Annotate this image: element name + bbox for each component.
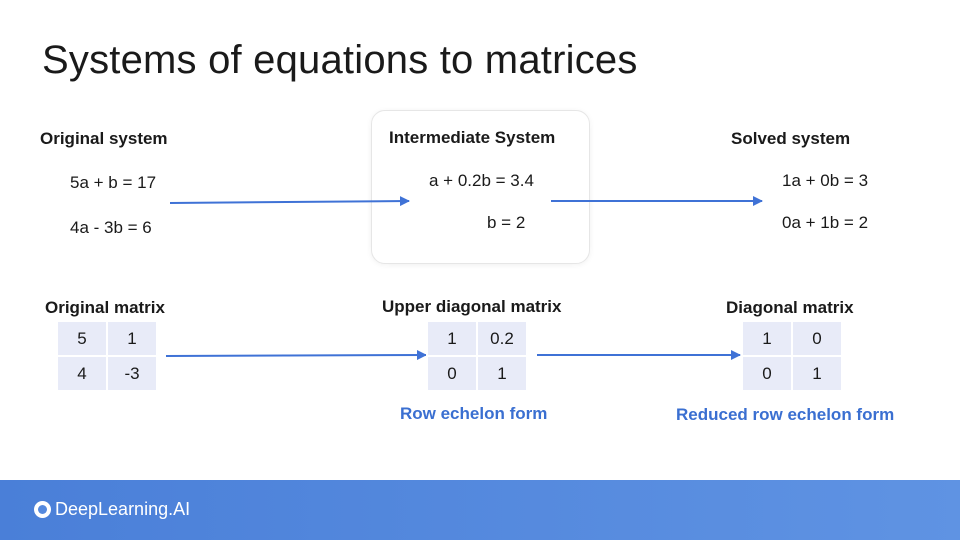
matrix-cell: 0 (791, 320, 843, 357)
matrix-cell: 0 (426, 355, 478, 392)
matrix-row: 0 1 (426, 355, 528, 392)
brand-logo: DeepLearning.AI (34, 499, 190, 520)
matrix-cell: 0.2 (476, 320, 528, 357)
matrix-row: 5 1 (56, 320, 158, 357)
matrix-cell: 1 (106, 320, 158, 357)
brand-name: DeepLearning.AI (55, 499, 191, 519)
arrow-original-to-upper-matrix (165, 350, 427, 361)
intermediate-equation-1: a + 0.2b = 3.4 (429, 171, 534, 190)
reduced-row-echelon-form-label: Reduced row echelon form (676, 405, 895, 424)
upper-diagonal-matrix: 1 0.2 0 1 (426, 320, 528, 392)
slide-title: Systems of equations to matrices (42, 38, 638, 82)
intermediate-system-box (371, 110, 590, 264)
deeplearning-ai-logo-icon (34, 501, 51, 518)
arrow-original-to-intermediate-system (169, 196, 410, 207)
matrix-cell: 1 (791, 355, 843, 392)
intermediate-equation-2: b = 2 (487, 213, 526, 232)
matrix-cell: 1 (741, 320, 793, 357)
diagonal-matrix-heading: Diagonal matrix (726, 298, 854, 317)
upper-diagonal-matrix-heading: Upper diagonal matrix (382, 297, 562, 316)
solved-equation-2: 0a + 1b = 2 (782, 213, 869, 232)
original-system-heading: Original system (40, 129, 168, 148)
matrix-cell: -3 (106, 355, 158, 392)
solved-equation-1: 1a + 0b = 3 (782, 171, 869, 190)
original-equation-2: 4a - 3b = 6 (70, 218, 152, 237)
matrix-cell: 1 (476, 355, 528, 392)
diagonal-matrix: 1 0 0 1 (741, 320, 843, 392)
matrix-cell: 1 (426, 320, 478, 357)
matrix-cell: 4 (56, 355, 108, 392)
matrix-cell: 0 (741, 355, 793, 392)
row-echelon-form-label: Row echelon form (400, 404, 548, 423)
matrix-row: 1 0 (741, 320, 843, 357)
original-equation-1: 5a + b = 17 (70, 173, 157, 192)
matrix-row: 1 0.2 (426, 320, 528, 357)
matrix-cell: 5 (56, 320, 108, 357)
footer-bar (0, 480, 960, 540)
matrix-row: 0 1 (741, 355, 843, 392)
solved-system-heading: Solved system (731, 129, 851, 148)
intermediate-system-heading: Intermediate System (389, 128, 556, 147)
matrix-row: 4 -3 (56, 355, 158, 392)
original-matrix-heading: Original matrix (45, 298, 165, 317)
original-matrix: 5 1 4 -3 (56, 320, 158, 392)
